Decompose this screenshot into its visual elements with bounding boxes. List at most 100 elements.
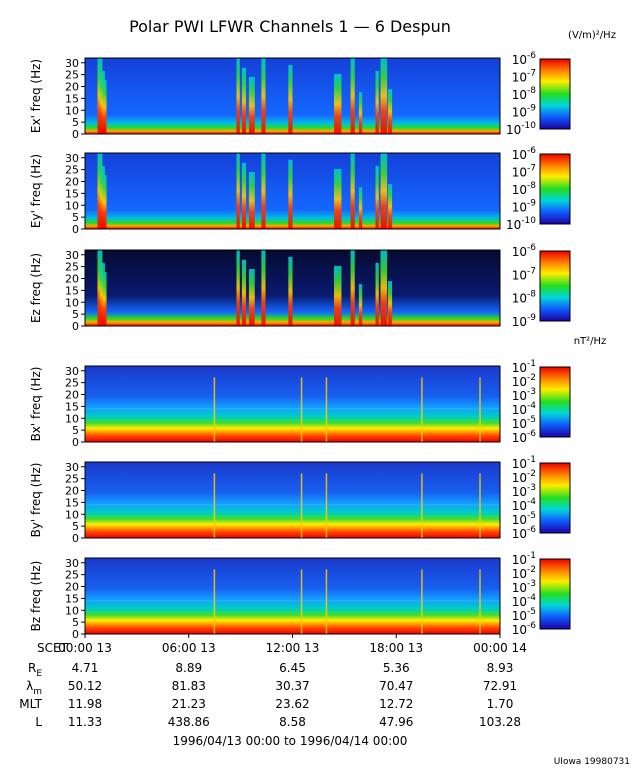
transient-streak [213,377,216,442]
x-tick-label: 00:00 13 [58,641,112,655]
time-axis: 00:00 13 06:00 13 12:00 13 18:00 13 00:00 14… [37,634,527,655]
emission-burst [236,153,240,229]
colorbar-exponent: -2 [527,373,536,383]
colorbar-label: 10-9 [512,104,537,120]
colorbar-label: 10-6 [512,51,537,67]
colorbar-label: 10-7 [512,69,536,85]
y-tick-label: 20 [65,485,79,498]
y-tick-label: 25 [65,377,79,390]
x-tick-label: 00:00 14 [473,641,527,655]
ephemeris-value: 5.36 [383,661,410,675]
emission-burst [387,184,393,229]
transient-streak [325,473,328,538]
y-tick-label: 30 [65,57,79,70]
colorbar-exponent: -2 [527,469,536,479]
y-tick-label: 20 [65,81,79,94]
emission-burst [241,259,247,326]
magnetic-units: nT²/Hz [574,336,607,347]
emission-burst [375,262,379,326]
colorbar-exponent: -9 [527,313,536,323]
emission-burst [350,58,355,134]
colorbar-exponent: -9 [527,199,536,209]
colorbar-exponent: -8 [527,86,536,96]
y-tick-label: 10 [65,508,79,521]
y-tick-label: 0 [72,128,79,141]
y-tick-label: 15 [65,92,79,105]
y-tick-label: 5 [72,116,79,129]
panel-frame [84,461,501,539]
y-tick-label: 30 [65,249,79,262]
colorbar-exponent: -4 [527,401,536,411]
y-tick-label: 20 [65,389,79,402]
colorbar-exponent: -3 [527,483,536,493]
emission-burst [236,58,240,134]
transient-streak [421,377,423,442]
colorbar-label: 10-6 [512,243,537,259]
y-tick-label: 30 [65,152,79,165]
y-tick-label: 0 [72,223,79,236]
emission-burst [387,89,393,134]
y-tick-label: 15 [65,592,79,605]
transient-streak [479,377,481,442]
emission-burst [334,168,342,229]
ephemeris-value: 8.93 [487,661,514,675]
colorbar-exponent: -10 [521,216,536,226]
colorbar-exponent: -6 [527,243,536,253]
y-tick-label: 15 [65,400,79,413]
colorbar-exponent: -7 [527,164,536,174]
ephemeris-value: 21.23 [172,697,206,711]
transient-streak [325,569,328,634]
emission-burst [380,58,388,134]
y-tick-label: 15 [65,284,79,297]
spectrogram-image [85,462,500,538]
y-axis-label: Ez freq (Hz) [29,253,43,323]
colorbar-label: 10-6 [512,429,537,445]
colorbar-exponent: -10 [521,121,536,131]
emission-burst [241,162,247,229]
ephemeris-value: 23.62 [275,697,309,711]
y-tick-label: 25 [65,69,79,82]
colorbar-exponent: -1 [527,551,536,561]
emission-burst [248,77,255,134]
emission-burst [380,153,388,229]
noise-line [85,503,500,506]
ephemeris-subscript: E [36,669,42,679]
colorbar-exponent: -1 [527,455,536,465]
colorbar-label: 10-10 [506,216,536,232]
y-tick-label: 10 [65,199,79,212]
y-tick-label: 5 [72,211,79,224]
emission-burst [334,73,342,134]
colorbar-exponent: -7 [527,266,536,276]
y-tick-label: 5 [72,308,79,321]
emission-burst [248,172,255,229]
chart-title: Polar PWI LFWR Channels 1 — 6 Despun [129,17,451,36]
emission-burst [261,250,266,326]
ephemeris-value: 6.45 [279,661,306,675]
emission-burst [248,269,255,326]
colorbar-label: 10-8 [512,86,537,102]
colorbar-label: 10-9 [512,199,537,215]
y-axis-label: Bx' freq (Hz) [29,367,43,442]
colorbar [539,153,571,225]
transient-streak [300,569,303,634]
y-tick-label: 25 [65,473,79,486]
colorbar-label: 10-10 [506,121,536,137]
ephemeris-value: 438.86 [168,715,210,729]
colorbar-exponent: -6 [527,51,536,61]
noise-line [85,599,500,602]
y-tick-label: 25 [65,164,79,177]
x-tick-label: 12:00 13 [266,641,320,655]
panel-frame [84,365,501,443]
emission-burst [334,265,342,326]
emission-burst [288,256,293,326]
emission-burst [261,58,266,134]
electric-units: (V/m)²/Hz [568,30,616,41]
ephemeris-value: 8.58 [279,715,306,729]
transient-streak [300,473,303,538]
emission-burst [358,187,363,229]
ephemeris-label: RE [28,661,42,679]
ephemeris-value: 47.96 [379,715,413,729]
